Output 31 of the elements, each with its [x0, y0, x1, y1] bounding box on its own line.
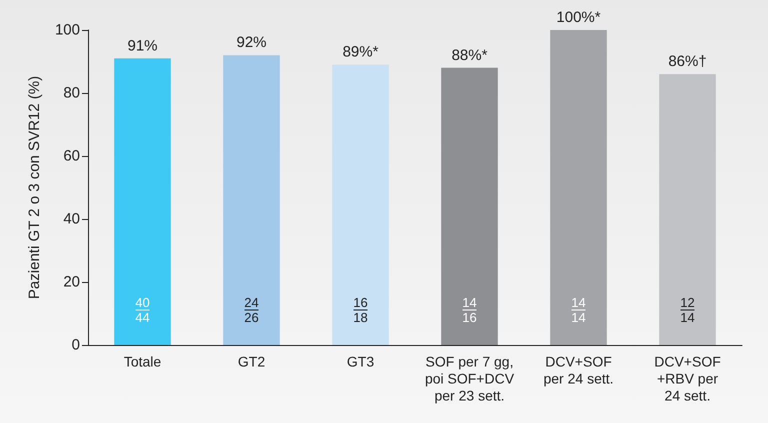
bar	[659, 74, 716, 345]
annotation: 14 16	[462, 295, 477, 325]
data-label: 91%	[127, 37, 158, 54]
y-tick-label: 100	[54, 22, 80, 38]
x-tick-label: DCV+SOF +RBV per 24 sett.	[654, 354, 721, 404]
annotation: 40 44	[135, 295, 150, 325]
x-tick-label: Totale	[124, 354, 162, 370]
x-tick-label: GT3	[346, 354, 374, 370]
y-tick-label: 0	[72, 336, 80, 354]
annotation: 14 14	[571, 295, 586, 325]
bar	[332, 64, 389, 345]
x-tick-label: GT2	[238, 354, 266, 370]
bar	[223, 55, 280, 345]
bar	[441, 68, 498, 345]
data-label: 86%†	[668, 53, 707, 70]
bar	[550, 30, 607, 345]
x-tick-label: DCV+SOF per 24 sett.	[543, 354, 614, 386]
annotation: 16 18	[353, 295, 368, 325]
y-tick-label: 80	[63, 84, 80, 102]
y-tick-label: 40	[63, 210, 80, 228]
data-label: 92%	[236, 34, 267, 52]
data-label: 100%*	[556, 9, 601, 26]
bar	[114, 58, 171, 345]
data-label: 88%*	[452, 46, 488, 64]
annotation: 12 14	[680, 295, 695, 325]
annotation: 24 26	[244, 295, 259, 325]
y-axis-title: Pazienti GT 2 o 3 con SVR12 (%)	[26, 76, 43, 300]
x-tick-label: SOF per 7 gg, poi SOF+DCV per 23 sett.	[424, 354, 515, 404]
y-tick-label: 60	[63, 148, 80, 164]
data-label: 89%*	[342, 44, 379, 61]
y-tick-label: 20	[63, 274, 80, 290]
